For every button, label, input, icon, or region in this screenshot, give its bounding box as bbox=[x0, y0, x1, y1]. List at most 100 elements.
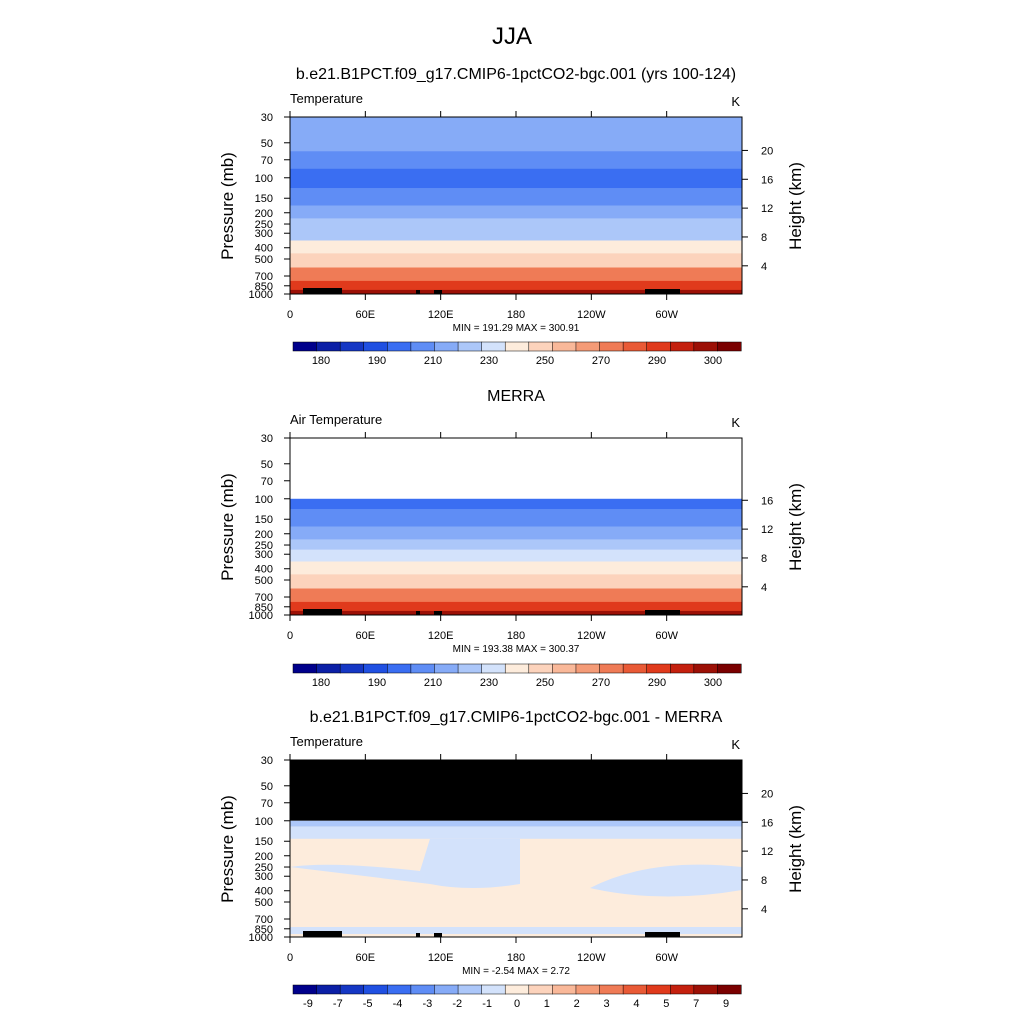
colorbar-label: 3 bbox=[604, 998, 610, 1010]
contour-band bbox=[290, 820, 742, 827]
contour-band bbox=[290, 253, 742, 269]
colorbar-label: 180 bbox=[312, 677, 330, 689]
colorbar-box bbox=[504, 984, 530, 995]
topography-mask bbox=[303, 288, 342, 294]
height-tick-label: 4 bbox=[761, 582, 767, 594]
colorbar-box bbox=[693, 663, 718, 674]
panel-merra: MERRA Air Temperature K Pressure (mb) He… bbox=[218, 388, 805, 689]
height-tick-label: 16 bbox=[761, 495, 773, 507]
colorbar-label: 7 bbox=[693, 998, 699, 1010]
topography-mask bbox=[645, 289, 680, 294]
y-tick-label: 1000 bbox=[249, 932, 273, 944]
colorbar: 180 190 210 230 250 270 290 300 bbox=[292, 341, 742, 367]
colorbar-box bbox=[575, 341, 601, 352]
colorbar-box bbox=[504, 663, 530, 674]
x-tick-label: 60W bbox=[655, 309, 678, 321]
height-tick-label: 8 bbox=[761, 232, 767, 244]
colorbar-box bbox=[552, 663, 577, 674]
height-tick-label: 8 bbox=[761, 875, 767, 887]
colorbar-label: 250 bbox=[536, 355, 554, 367]
topography-mask bbox=[434, 933, 442, 937]
colorbar-box bbox=[339, 341, 365, 352]
y-tick-label: 100 bbox=[255, 173, 273, 185]
topography-mask bbox=[645, 610, 680, 615]
y-tick-label: 30 bbox=[261, 112, 273, 124]
y-tick-label: 50 bbox=[261, 781, 273, 793]
colorbar-box bbox=[434, 984, 459, 995]
contour-band bbox=[290, 561, 742, 575]
y-tick-label: 300 bbox=[255, 871, 273, 883]
topography-mask bbox=[416, 611, 420, 615]
colorbar-box bbox=[646, 984, 671, 995]
colorbar-label: -7 bbox=[333, 998, 343, 1010]
y-tick-label: 500 bbox=[255, 897, 273, 909]
contour-band bbox=[290, 838, 520, 889]
y-tick-label: 400 bbox=[255, 564, 273, 576]
y-tick-label: 250 bbox=[255, 540, 273, 552]
panel-left-label: Temperature bbox=[290, 91, 363, 106]
y-tick-label: 700 bbox=[255, 914, 273, 926]
colorbar-box bbox=[693, 984, 718, 995]
colorbar-box bbox=[316, 663, 341, 674]
y-tick-label: 400 bbox=[255, 886, 273, 898]
colorbar-box bbox=[552, 984, 577, 995]
colorbar-label: 9 bbox=[723, 998, 729, 1010]
colorbar-box bbox=[434, 663, 459, 674]
height-tick-label: 16 bbox=[761, 174, 773, 186]
colorbar-label: 300 bbox=[704, 677, 722, 689]
panel-title: MERRA bbox=[487, 388, 545, 405]
y-tick-label: 200 bbox=[255, 208, 273, 220]
colorbar-box bbox=[457, 663, 483, 674]
contour-band bbox=[290, 826, 742, 839]
y-tick-label: 100 bbox=[255, 816, 273, 828]
colorbar-box bbox=[292, 984, 318, 995]
colorbar-box bbox=[599, 663, 624, 674]
contour-band bbox=[290, 129, 742, 152]
contour-band bbox=[290, 151, 742, 170]
colorbar-label: 250 bbox=[536, 677, 554, 689]
main-title: JJA bbox=[492, 23, 532, 50]
panel-right-label: K bbox=[731, 94, 740, 109]
colorbar-label: 230 bbox=[480, 677, 498, 689]
contour-band bbox=[290, 289, 742, 295]
height-tick-label: 8 bbox=[761, 553, 767, 565]
y-tick-label: 50 bbox=[261, 459, 273, 471]
colorbar-label: -5 bbox=[363, 998, 373, 1010]
height-tick-label: 4 bbox=[761, 904, 767, 916]
x-tick-label: 180 bbox=[507, 952, 525, 964]
colorbar-label: 190 bbox=[368, 355, 386, 367]
x-tick-label: 180 bbox=[507, 630, 525, 642]
topography-mask bbox=[416, 933, 420, 937]
colorbar-box bbox=[292, 663, 318, 674]
colorbar-box bbox=[316, 984, 341, 995]
x-tick-label: 120E bbox=[428, 630, 454, 642]
x-tick-label: 120W bbox=[577, 952, 606, 964]
colorbar-box bbox=[339, 984, 365, 995]
colorbar-box bbox=[670, 341, 695, 352]
contour-band bbox=[290, 188, 742, 206]
colorbar-box bbox=[481, 984, 506, 995]
colorbar-box bbox=[599, 341, 624, 352]
y-tick-label: 850 bbox=[255, 281, 273, 293]
colorbar-box bbox=[387, 341, 412, 352]
y-tick-label: 850 bbox=[255, 602, 273, 614]
y-axis-label: Pressure (mb) bbox=[218, 795, 237, 903]
y-tick-label: 30 bbox=[261, 755, 273, 767]
topography-mask bbox=[434, 611, 442, 615]
colorbar-box bbox=[481, 341, 506, 352]
colorbar-label: 230 bbox=[480, 355, 498, 367]
colorbar-label: -4 bbox=[393, 998, 403, 1010]
x-tick-label: 120E bbox=[428, 952, 454, 964]
topography-mask bbox=[303, 609, 342, 615]
colorbar-label: 290 bbox=[648, 677, 666, 689]
colorbar-label: 300 bbox=[704, 355, 722, 367]
x-tick-label: 60E bbox=[356, 952, 376, 964]
colorbar-box bbox=[457, 984, 483, 995]
height-tick-label: 12 bbox=[761, 203, 773, 215]
contour-band bbox=[290, 168, 742, 189]
colorbar-box bbox=[363, 663, 388, 674]
y-tick-label: 300 bbox=[255, 549, 273, 561]
